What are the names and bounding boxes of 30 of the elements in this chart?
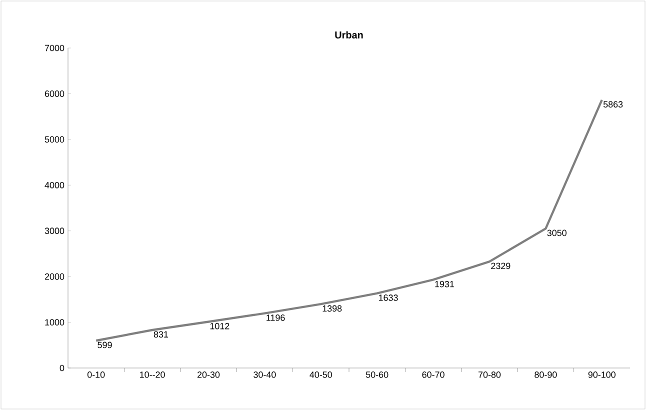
- line-series: [95, 98, 603, 342]
- chart-title: Urban: [335, 31, 363, 38]
- x-tick-label: 70-80: [478, 372, 501, 378]
- data-label: 599: [98, 342, 112, 348]
- data-label: 5863: [603, 101, 623, 108]
- x-tick-label: 0-10: [87, 372, 105, 378]
- x-tick-label: 40-50: [310, 372, 332, 378]
- x-tick-label: 20-30: [197, 372, 220, 378]
- x-tick-label: 50-60: [366, 372, 388, 378]
- y-tick-label: 2000: [44, 273, 64, 280]
- y-tick-label: 0: [60, 364, 64, 372]
- y-tick-label: 4000: [44, 182, 64, 188]
- data-label: 831: [154, 331, 168, 338]
- x-tick-label: 60-70: [422, 372, 444, 378]
- data-label: 1398: [322, 305, 342, 312]
- x-tick-label: 10--20: [140, 372, 165, 378]
- data-label: 1633: [378, 294, 398, 301]
- x-tick-label: 80-90: [534, 372, 557, 378]
- data-label: 1196: [266, 314, 285, 321]
- data-label: 2329: [491, 262, 510, 270]
- y-tick-label: 7000: [44, 44, 64, 52]
- y-tick-label: 5000: [44, 136, 64, 143]
- x-tick-label: 30-40: [254, 372, 276, 378]
- data-label: 1931: [435, 280, 454, 288]
- x-tick-label: 90-100: [588, 372, 616, 378]
- data-label: 1012: [210, 322, 230, 330]
- y-tick-label: 1000: [45, 319, 64, 326]
- y-tick-label: 6000: [44, 90, 64, 97]
- data-label: 3050: [547, 230, 566, 236]
- y-tick-label: 3000: [44, 228, 64, 234]
